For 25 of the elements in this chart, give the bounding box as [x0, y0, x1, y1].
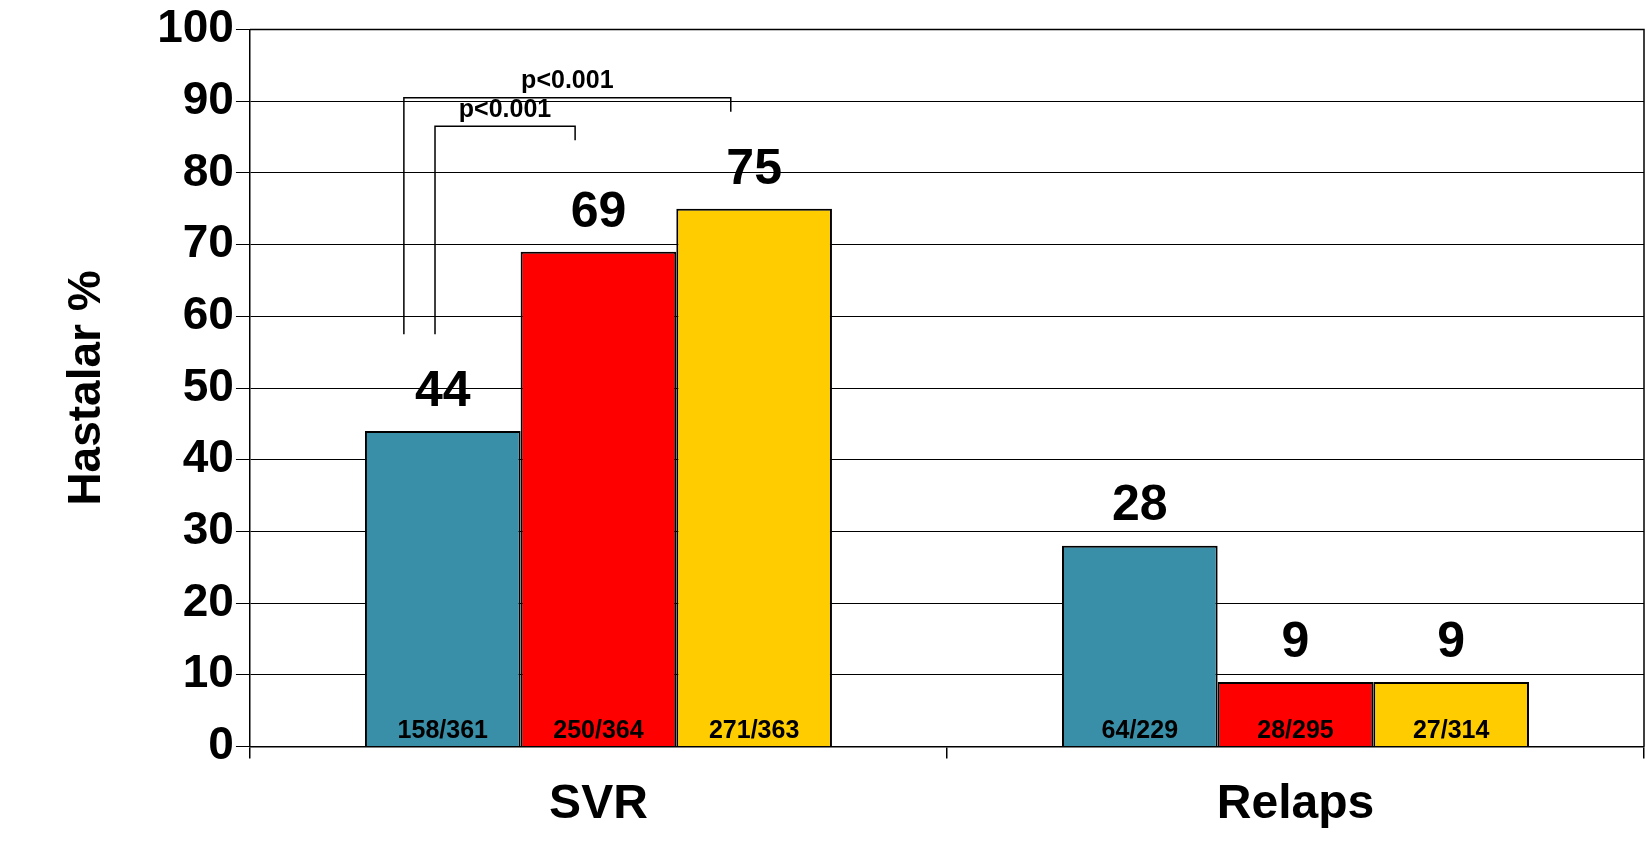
- annotation: 250/364: [553, 714, 644, 743]
- y-tick-label: 70: [182, 215, 234, 268]
- annotation: 271/363: [708, 714, 800, 743]
- y-tick-label: 20: [182, 573, 234, 626]
- data-label: 28: [1112, 475, 1168, 532]
- y-tick-label: 100: [157, 0, 234, 53]
- data-label: 69: [570, 181, 627, 238]
- y-tick-label: 10: [182, 645, 234, 698]
- annotation: p<0.001: [521, 65, 614, 94]
- x-tick-label: SVR: [549, 775, 648, 829]
- y-tick-label: 60: [182, 287, 234, 340]
- annotation: 64/229: [1101, 714, 1179, 743]
- x-tick-label: Relaps: [1216, 775, 1375, 829]
- y-tick-label: 90: [182, 71, 234, 124]
- annotation: 158/361: [397, 714, 489, 743]
- annotation: 27/314: [1412, 714, 1490, 743]
- data-label: 9: [1437, 611, 1466, 668]
- y-axis-title: Hastalar %: [58, 270, 111, 506]
- y-tick-label: 50: [182, 358, 234, 411]
- y-tick-label: 40: [182, 430, 234, 483]
- y-tick-label: 30: [182, 502, 234, 555]
- annotation: 28/295: [1257, 714, 1334, 743]
- data-label: 9: [1281, 611, 1310, 668]
- y-tick-label: 80: [182, 143, 234, 196]
- y-tick-label: 0: [208, 717, 234, 770]
